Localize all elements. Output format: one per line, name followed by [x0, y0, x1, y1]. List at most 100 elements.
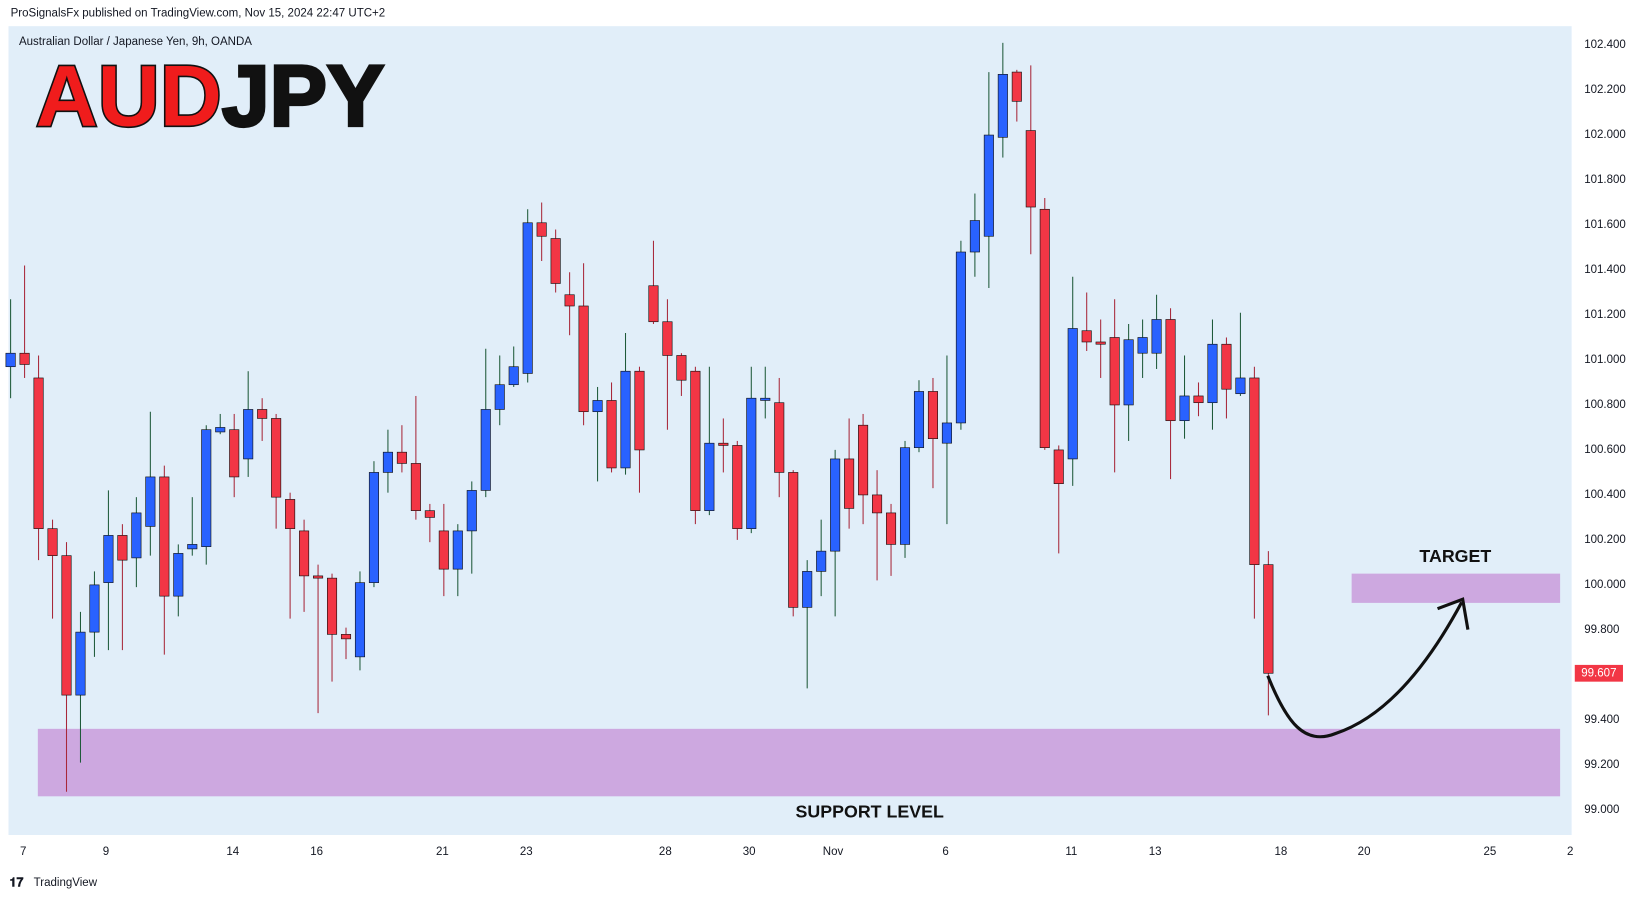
candle-body [75, 631, 86, 696]
candle-body [1109, 337, 1120, 406]
candle-body [536, 222, 547, 237]
candle-body [396, 451, 407, 464]
y-tick-label: 102.400 [1584, 39, 1626, 51]
x-tick-label: 21 [436, 846, 449, 858]
candle-body [634, 370, 645, 451]
candle-body [508, 366, 519, 386]
candle-body [285, 499, 296, 529]
candle-body [955, 251, 966, 424]
candle-body [1263, 564, 1274, 674]
last-price-box [1574, 664, 1623, 682]
candle-body [830, 458, 841, 552]
candle-body [844, 458, 855, 509]
candle-body [816, 550, 827, 572]
candle-body [620, 370, 631, 469]
candle-body [243, 409, 254, 460]
candle-body [899, 447, 911, 545]
x-tick-label: 18 [1275, 846, 1288, 858]
y-tick-label: 101.800 [1584, 174, 1626, 186]
y-tick-label: 99.400 [1584, 714, 1619, 726]
candle-body [215, 427, 226, 433]
candle-body [89, 584, 100, 633]
y-tick-label: 100.000 [1584, 579, 1626, 591]
arrow-head [1436, 597, 1470, 630]
y-tick-label: 99.200 [1584, 759, 1619, 771]
candle-body [983, 134, 994, 237]
y-tick-label: 101.400 [1584, 264, 1626, 276]
x-tick-label: 28 [659, 846, 672, 858]
y-tick-label: 99.800 [1584, 624, 1619, 636]
candle-body [1123, 339, 1134, 406]
candle-body [648, 285, 659, 323]
candle-body [340, 634, 352, 640]
candle-body [187, 544, 198, 550]
candle-body [299, 530, 310, 577]
candle-body [550, 238, 561, 284]
candle-body [997, 74, 1008, 138]
candle-body [1221, 343, 1232, 390]
candle-body [494, 384, 505, 410]
candle-body [1137, 337, 1148, 354]
candle-body [872, 494, 883, 514]
candle-body [47, 528, 58, 556]
candle-body [201, 429, 212, 547]
candle-body [452, 530, 463, 570]
candle-body [606, 400, 617, 469]
x-tick-label: 14 [226, 846, 239, 858]
candle-body [1235, 377, 1246, 395]
candle-body [19, 352, 30, 365]
y-tick-label: 102.000 [1584, 129, 1626, 141]
title-part: AUD [36, 48, 222, 144]
candle-body [1067, 328, 1078, 460]
candle-body [676, 355, 687, 381]
candle-body [424, 510, 435, 518]
candle-body [1095, 341, 1106, 345]
candle-body [131, 512, 142, 559]
candle-body [1249, 377, 1260, 565]
candle-body [941, 422, 952, 444]
candle-body [927, 391, 938, 440]
candle-body [913, 391, 925, 449]
candle-body [662, 321, 673, 356]
title-part: JPY [222, 48, 384, 144]
candle-body [61, 555, 72, 696]
candle-body [774, 402, 785, 473]
candle-body [760, 397, 771, 401]
candle-body [271, 418, 282, 498]
x-tick-label: 30 [743, 846, 756, 858]
candle-body [159, 476, 170, 597]
candle-body [145, 476, 156, 527]
x-tick-label: Nov [823, 846, 844, 858]
zone [37, 728, 1561, 797]
y-tick-label: 101.000 [1584, 354, 1626, 366]
candle-body [410, 463, 421, 511]
candle-body [438, 530, 449, 570]
candle-body [969, 220, 980, 253]
candle-body [368, 472, 379, 583]
candle-body [1025, 130, 1036, 208]
logo-mark: 𝟏𝟕 [10, 876, 25, 890]
x-tick-label: 13 [1149, 846, 1162, 858]
y-tick-label: 100.600 [1584, 444, 1626, 456]
candle-body [382, 451, 393, 473]
candle-body [257, 409, 268, 419]
last-price-label: 99.607 [1581, 667, 1616, 679]
symbol-title: AUDJPY [36, 48, 384, 144]
y-tick-label: 100.400 [1584, 489, 1626, 501]
candle-body [5, 352, 16, 368]
zone [1351, 573, 1561, 603]
candle-body [103, 535, 114, 583]
candle-body [1053, 449, 1064, 484]
candle-body [746, 397, 757, 529]
candle-body [564, 294, 575, 307]
x-tick-label: 9 [103, 846, 109, 858]
candle-body [788, 472, 799, 608]
candle-body [718, 442, 729, 446]
candle-body [1179, 395, 1190, 422]
candle-body [354, 582, 366, 658]
x-tick-label: 16 [310, 846, 323, 858]
candle-body [1011, 71, 1022, 102]
candle-body [704, 442, 715, 511]
zone-label: SUPPORT LEVEL [796, 802, 944, 822]
